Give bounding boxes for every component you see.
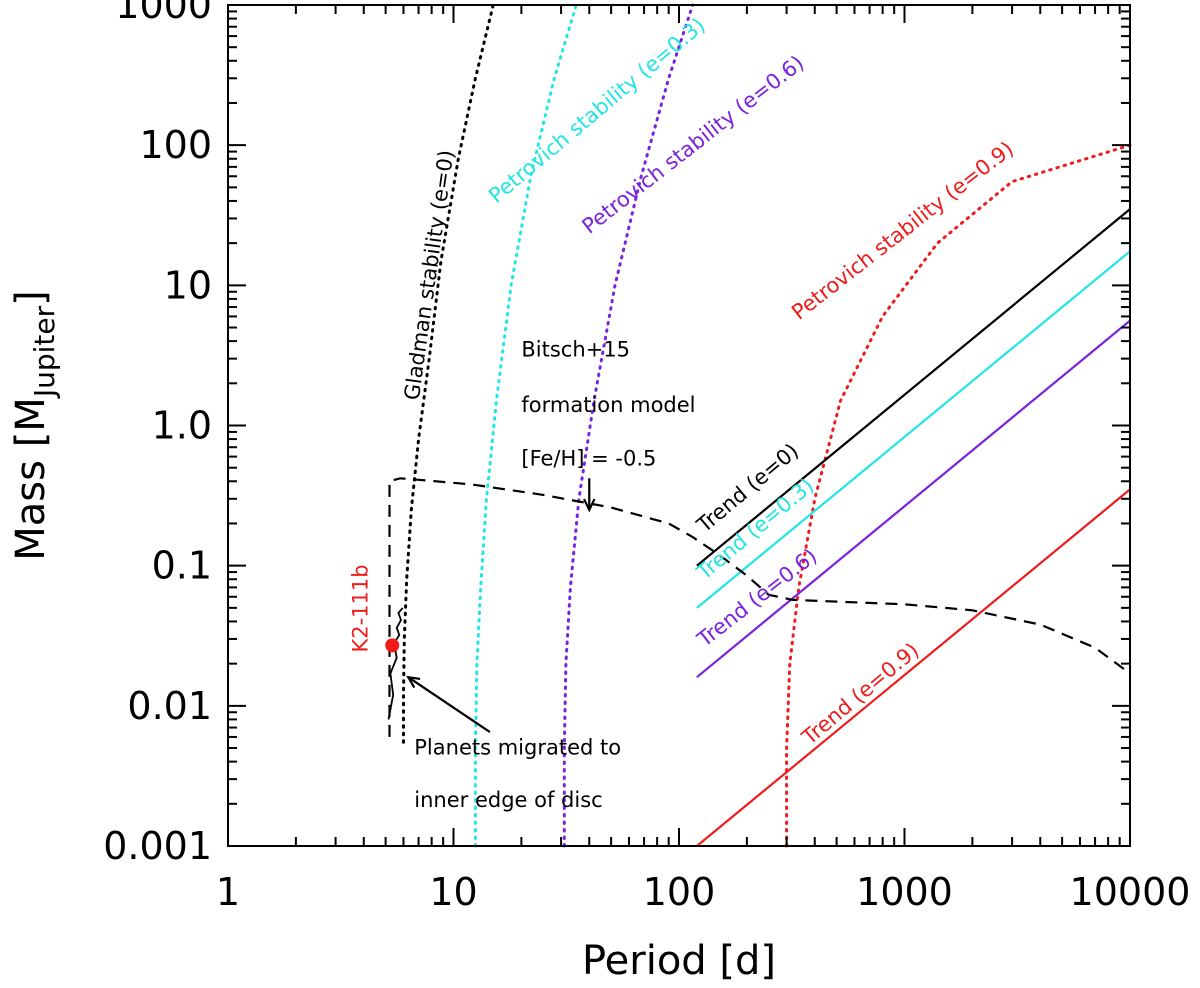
y-tick-label: 0.01 [127,684,212,728]
annotation-gladman: Gladman stability (e=0) [400,149,459,402]
series-gladman-stability-e-0 [402,3,495,744]
y-tick-label: 100 [139,123,212,167]
x-tick-label: 100 [643,870,716,914]
annotation-k2label: K2-111b [348,564,372,652]
x-tick-label: 1000 [856,870,953,914]
x-tick-label: 1 [216,870,240,914]
series-planets-migrated-to-inner-edge-of-disc [387,607,404,720]
series-petrovich-stability-e-0-6 [562,3,695,848]
y-axis-label-main: Mass [M [8,397,54,561]
series-trend-e-0-3 [696,250,1131,609]
annotation-pet09: Petrovich stability (e=0.9) [787,137,1018,325]
annotation-migr2: inner edge of disc [414,788,602,812]
annotation-bitsch2: formation model [521,393,695,417]
series-petrovich-stability-e-0-9 [785,143,1132,848]
y-tick-label: 0.001 [103,824,212,868]
series-bitsch-15-formation-model [388,477,1131,737]
annotation-bitsch1: Bitsch+15 [521,338,630,362]
annotation-migr1: Planets migrated to [414,735,621,759]
annotation-bitsch3: [Fe/H] = -0.5 [521,446,656,470]
bitsch-arrow [583,478,596,513]
annotation-pet03: Petrovich stability (e=0.3) [484,13,710,208]
migrated-arrow-shaft [407,676,491,733]
migrated-arrow [406,675,491,733]
series-trend-e-0-6 [696,319,1131,679]
annotation-trend09: Trend (e=0.9) [797,638,924,750]
x-tick-label: 10000 [1070,870,1191,914]
point-k2-111b [385,638,400,653]
x-axis-label: Period [d] [582,938,776,984]
bitsch-arrow-head [583,498,596,513]
y-tick-label: 1000 [115,0,212,27]
series-trend-e-0 [696,208,1131,567]
y-axis-label: Mass [MJupiter] [8,290,61,560]
migrated-arrow-head [406,675,421,689]
series-petrovich-stability-e-0-3 [473,3,578,848]
y-axis-label-sub: Jupiter [28,305,61,399]
y-axis-label-close: ] [8,290,54,306]
x-tick-label: 10 [429,870,477,914]
y-tick-label: 10 [164,263,212,307]
plot-frame [227,4,1131,847]
series-trend-e-0-9 [696,488,1131,847]
y-tick-label: 1.0 [152,404,212,448]
annotation-pet06: Petrovich stability (e=0.6) [578,51,809,239]
y-tick-label: 0.1 [152,544,212,588]
